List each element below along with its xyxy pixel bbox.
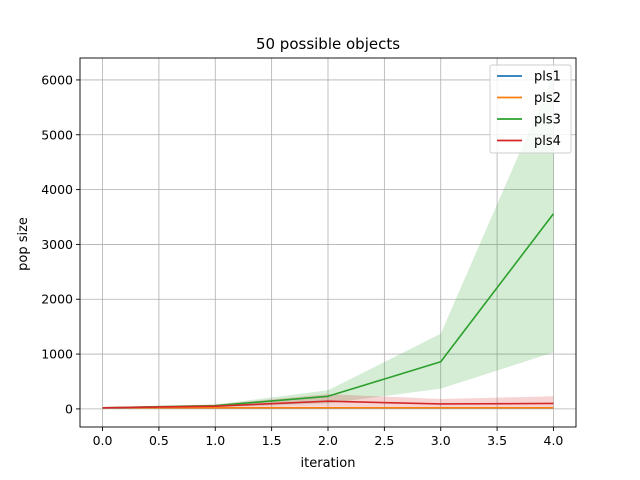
x-tick-label: 4.0 bbox=[544, 433, 564, 448]
y-tick-label: 6000 bbox=[41, 72, 73, 87]
x-tick-label: 3.0 bbox=[431, 433, 451, 448]
y-tick-label: 3000 bbox=[41, 237, 73, 252]
legend-label-pls3: pls3 bbox=[534, 113, 561, 128]
legend: pls1 pls2 pls3 pls4 bbox=[489, 64, 572, 154]
x-tick-label: 0.0 bbox=[93, 433, 113, 448]
x-tick-label: 1.5 bbox=[262, 433, 282, 448]
x-tick-label: 1.0 bbox=[205, 433, 225, 448]
y-tick-label: 1000 bbox=[41, 347, 73, 362]
series-group bbox=[102, 74, 555, 409]
chart-title: 50 possible objects bbox=[256, 35, 400, 53]
y-tick-label: 2000 bbox=[41, 292, 73, 307]
legend-label-pls4: pls4 bbox=[534, 134, 561, 149]
x-axis-label: iteration bbox=[301, 456, 356, 471]
legend-label-pls2: pls2 bbox=[534, 91, 561, 106]
y-tick-label: 4000 bbox=[41, 182, 73, 197]
legend-box bbox=[489, 64, 572, 154]
y-tick-label: 0 bbox=[65, 401, 73, 416]
x-tick-label: 2.5 bbox=[374, 433, 394, 448]
line-pls4 bbox=[102, 400, 554, 409]
x-tick-label: 0.5 bbox=[149, 433, 169, 448]
y-tick-label: 5000 bbox=[41, 127, 73, 142]
x-tick-label: 2.0 bbox=[318, 433, 338, 448]
y-axis-label: pop size bbox=[16, 217, 31, 271]
x-tick-label: 3.5 bbox=[487, 433, 507, 448]
legend-label-pls1: pls1 bbox=[534, 70, 561, 85]
